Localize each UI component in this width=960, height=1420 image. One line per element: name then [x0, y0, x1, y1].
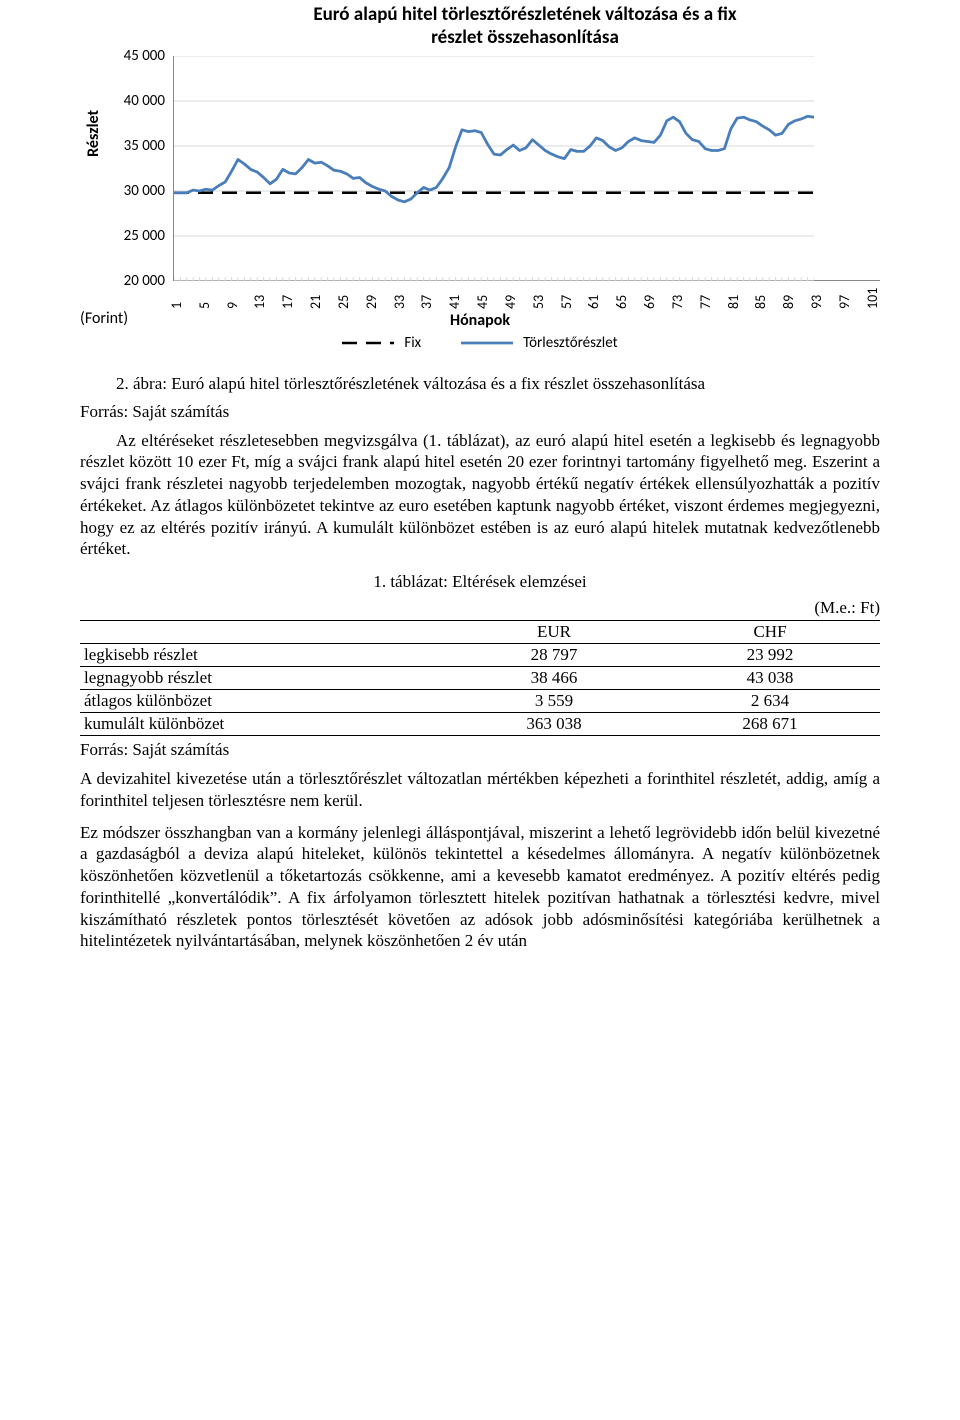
- x-tick-label: 25: [337, 283, 351, 309]
- plot-svg: [174, 56, 814, 281]
- table-cell-eur: 28 797: [448, 644, 664, 667]
- y-axis-label: Részlet: [80, 110, 103, 157]
- chart-legend: Fix Törlesztőrészlet: [80, 330, 880, 352]
- table-cell-eur: 38 466: [448, 667, 664, 690]
- table-cell-chf: 268 671: [664, 713, 880, 736]
- x-tick-label: 37: [420, 283, 434, 309]
- paragraph-3: Ez módszer összhangban van a kormány jel…: [80, 822, 880, 953]
- x-tick-label: 69: [643, 283, 657, 309]
- x-tick-label: 45: [476, 283, 490, 309]
- legend-label-fix: Fix: [404, 334, 421, 352]
- x-tick-label: 9: [226, 283, 240, 309]
- x-tick-label: 65: [615, 283, 629, 309]
- table-row: legkisebb részlet28 79723 992: [80, 644, 880, 667]
- x-tick-label: 93: [810, 283, 824, 309]
- chart-title-line2: részlet összehasonlítása: [431, 26, 619, 49]
- table-header-row: EUR CHF: [80, 621, 880, 644]
- table-unit: (M.e.: Ft): [80, 598, 880, 618]
- x-axis-row: (Forint) Hónapok: [80, 309, 880, 330]
- x-tick-label: 61: [587, 283, 601, 309]
- table-cell-label: legkisebb részlet: [80, 644, 448, 667]
- table-cell-chf: 2 634: [664, 690, 880, 713]
- chart-container: Euró alapú hitel törlesztőrészletének vá…: [80, 0, 880, 352]
- table-cell-chf: 23 992: [664, 644, 880, 667]
- x-tick-label: 21: [309, 283, 323, 309]
- table-cell-eur: 363 038: [448, 713, 664, 736]
- x-tick-label: 81: [727, 283, 741, 309]
- x-tick-label: 101: [866, 283, 880, 309]
- x-tick-label: 97: [838, 283, 852, 309]
- legend-swatch-line: [461, 336, 513, 350]
- table-cell-label: legnagyobb részlet: [80, 667, 448, 690]
- plot-area: [173, 56, 880, 281]
- table-row: átlagos különbözet3 5592 634: [80, 690, 880, 713]
- table-row: kumulált különbözet363 038268 671: [80, 713, 880, 736]
- paragraph-2: A devizahitel kivezetése után a törleszt…: [80, 768, 880, 812]
- x-tick-label: 77: [699, 283, 713, 309]
- chart-title: Euró alapú hitel törlesztőrészletének vá…: [170, 0, 880, 56]
- x-tick-label: 85: [754, 283, 768, 309]
- x-tick-label: 41: [448, 283, 462, 309]
- y-axis-ticks: 45 00040 00035 00030 00025 00020 000: [103, 56, 173, 281]
- chart-title-line1: Euró alapú hitel törlesztőrészletének vá…: [313, 3, 736, 26]
- legend-item-fix: Fix: [342, 334, 421, 352]
- table-header-chf: CHF: [664, 621, 880, 644]
- x-tick-label: 57: [560, 283, 574, 309]
- x-tick-label: 49: [504, 283, 518, 309]
- figure-source: Forrás: Saját számítás: [80, 402, 880, 422]
- x-axis-label: Hónapok: [450, 311, 510, 330]
- table-cell-eur: 3 559: [448, 690, 664, 713]
- table-header-blank: [80, 621, 448, 644]
- figure-caption: 2. ábra: Euró alapú hitel törlesztőrészl…: [80, 374, 880, 394]
- x-tick-label: 29: [365, 283, 379, 309]
- table-header-eur: EUR: [448, 621, 664, 644]
- table-source: Forrás: Saját számítás: [80, 740, 880, 760]
- legend-item-line: Törlesztőrészlet: [461, 334, 617, 352]
- x-tick-label: 33: [393, 283, 407, 309]
- legend-label-line: Törlesztőrészlet: [523, 334, 617, 352]
- differences-table: EUR CHF legkisebb részlet28 79723 992leg…: [80, 620, 880, 736]
- table-row: legnagyobb részlet38 46643 038: [80, 667, 880, 690]
- forint-label: (Forint): [80, 309, 128, 328]
- x-tick-label: 5: [198, 283, 212, 309]
- x-axis-ticks: 159 13 17 21 25 29 33 37 41 45 49 53 57 61 65 69 73 77 81 8…: [170, 281, 880, 309]
- table-cell-label: átlagos különbözet: [80, 690, 448, 713]
- table-title: 1. táblázat: Eltérések elemzései: [80, 572, 880, 592]
- x-tick-label: 89: [782, 283, 796, 309]
- x-tick-label: 73: [671, 283, 685, 309]
- x-tick-label: 53: [532, 283, 546, 309]
- table-cell-label: kumulált különbözet: [80, 713, 448, 736]
- legend-swatch-fix: [342, 336, 394, 350]
- page: Euró alapú hitel törlesztőrészletének vá…: [0, 0, 960, 1002]
- x-tick-label: 13: [253, 283, 267, 309]
- table-cell-chf: 43 038: [664, 667, 880, 690]
- x-tick-label: 17: [281, 283, 295, 309]
- paragraph-1: Az eltéréseket részletesebben megvizsgál…: [80, 430, 880, 561]
- x-tick-label: 1: [170, 283, 184, 309]
